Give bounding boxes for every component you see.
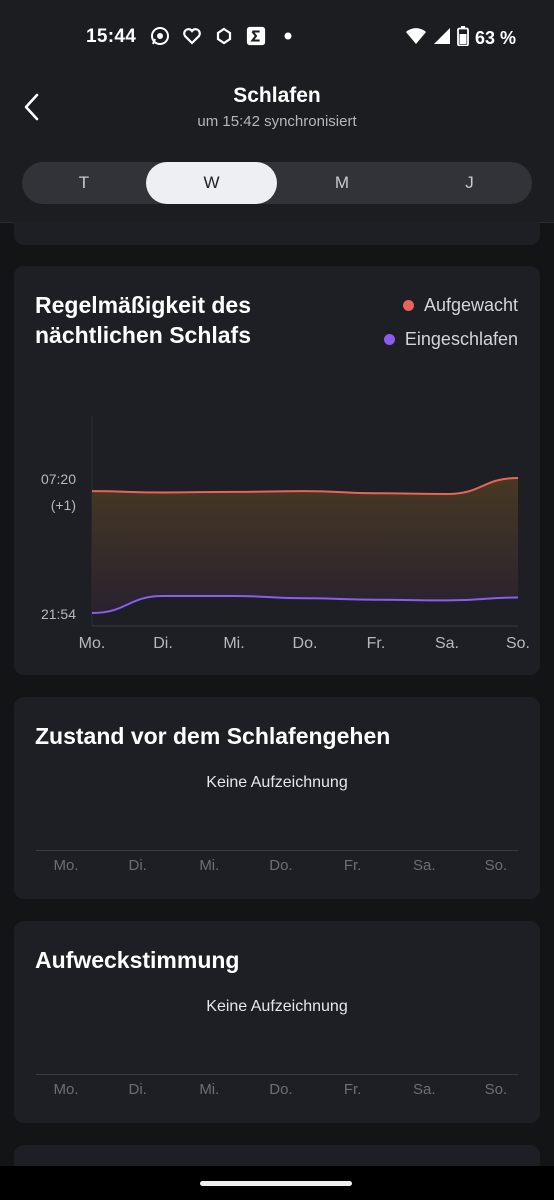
wake-mood-card: Aufweckstimmung Keine Aufzeichnung Mo. D… (14, 921, 540, 1123)
wake-mood-axis (36, 1074, 518, 1075)
day-label: Mo. (53, 1081, 79, 1098)
legend-wake-dot (402, 299, 414, 311)
day-label: Di. (128, 1081, 147, 1098)
back-button[interactable] (18, 92, 48, 122)
day-label: Sa. (413, 857, 436, 874)
sigma-icon (246, 26, 266, 46)
day-label: Di. (128, 857, 147, 874)
x-tick-label: Sa. (435, 635, 459, 652)
wake-mood-days: Mo. Di. Mi. Do. Fr. Sa. So. (36, 1081, 526, 1098)
regularity-chart: 07:20 (+1) 21:54 Mo. Di. Mi. Do. Fr. Sa. So. (41, 416, 530, 652)
legend-sleep-label: Eingeschlafen (404, 328, 518, 349)
chevron-left-icon (24, 93, 39, 121)
whatsapp-icon (150, 26, 170, 46)
status-bar: 15:44 63 % (0, 0, 554, 72)
wake-mood-empty: Keine Aufzeichnung (206, 998, 348, 1015)
x-tick-label: Do. (293, 635, 318, 652)
regularity-card: Regelmäßigkeit des nächtlichen Schlafs A… (14, 266, 540, 675)
x-tick-label: Mo. (79, 635, 106, 652)
tab-day[interactable]: T (78, 173, 90, 192)
navigation-bar (0, 1166, 554, 1200)
day-label: So. (484, 857, 508, 874)
wake-mood-title: Aufweckstimmung (35, 947, 240, 973)
regularity-title-line2: nächtlichen Schlafs (35, 322, 252, 348)
day-label: Mi. (199, 1081, 220, 1098)
page-header: Schlafen um 15:42 synchronisiert T W M J (0, 72, 554, 223)
previous-card (14, 222, 540, 245)
regularity-title-line1: Regelmäßigkeit des (35, 292, 252, 318)
battery-icon (457, 26, 469, 51)
legend-sleep: Eingeschlafen (383, 322, 518, 356)
legend-wake-label: Aufgewacht (423, 294, 518, 315)
state-before-sleep-empty: Keine Aufzeichnung (206, 774, 348, 791)
sleep-band-area (92, 478, 518, 613)
state-before-sleep-days: Mo. Di. Mi. Do. Fr. Sa. So. (36, 857, 526, 874)
period-tabs: T W M J (22, 162, 532, 204)
signal-icon (433, 27, 451, 50)
chart-legend: Aufgewacht Eingeschlafen (383, 288, 518, 356)
day-label: Do. (269, 1081, 293, 1098)
legend-wake: Aufgewacht (384, 288, 518, 322)
heart-icon (182, 26, 202, 46)
state-before-sleep-card: Zustand vor dem Schlafengehen Keine Aufz… (14, 697, 540, 899)
x-tick-label: Mi. (223, 635, 244, 652)
legend-sleep-dot (383, 333, 395, 345)
tab-month[interactable]: M (334, 173, 350, 192)
y-label-bottom: 21:54 (41, 606, 76, 622)
day-label: Mi. (199, 857, 220, 874)
sleep-line (91, 595, 519, 614)
notification-icons (150, 26, 298, 46)
status-time: 15:44 (86, 26, 137, 47)
sync-status: um 15:42 synchronisiert (197, 113, 357, 130)
page-title: Schlafen (233, 84, 321, 107)
x-tick-label: Fr. (367, 635, 386, 652)
wifi-icon (405, 27, 427, 50)
x-tick-label: So. (506, 635, 530, 652)
day-label: Fr. (343, 1081, 362, 1098)
status-right: 63 % (405, 26, 516, 51)
day-label: Sa. (413, 1081, 436, 1098)
tab-year[interactable]: J (465, 173, 474, 192)
app-icon (214, 26, 234, 46)
day-label: Mo. (53, 857, 79, 874)
regularity-title: Regelmäßigkeit des nächtlichen Schlafs (35, 290, 251, 350)
battery-percent: 63 % (474, 28, 516, 48)
wake-line (91, 477, 519, 496)
day-label: So. (484, 1081, 508, 1098)
state-before-sleep-title: Zustand vor dem Schlafengehen (35, 723, 391, 749)
day-label: Fr. (343, 857, 362, 874)
x-tick-label: Di. (153, 635, 173, 652)
y-label-top: 07:20 (41, 471, 76, 487)
y-label-top-sub: (+1) (51, 497, 76, 513)
state-before-sleep-axis (36, 850, 518, 851)
day-label: Do. (269, 857, 293, 874)
tab-week[interactable]: W (146, 162, 277, 204)
home-gesture-bar[interactable] (200, 1181, 352, 1186)
dot-icon (278, 26, 298, 46)
